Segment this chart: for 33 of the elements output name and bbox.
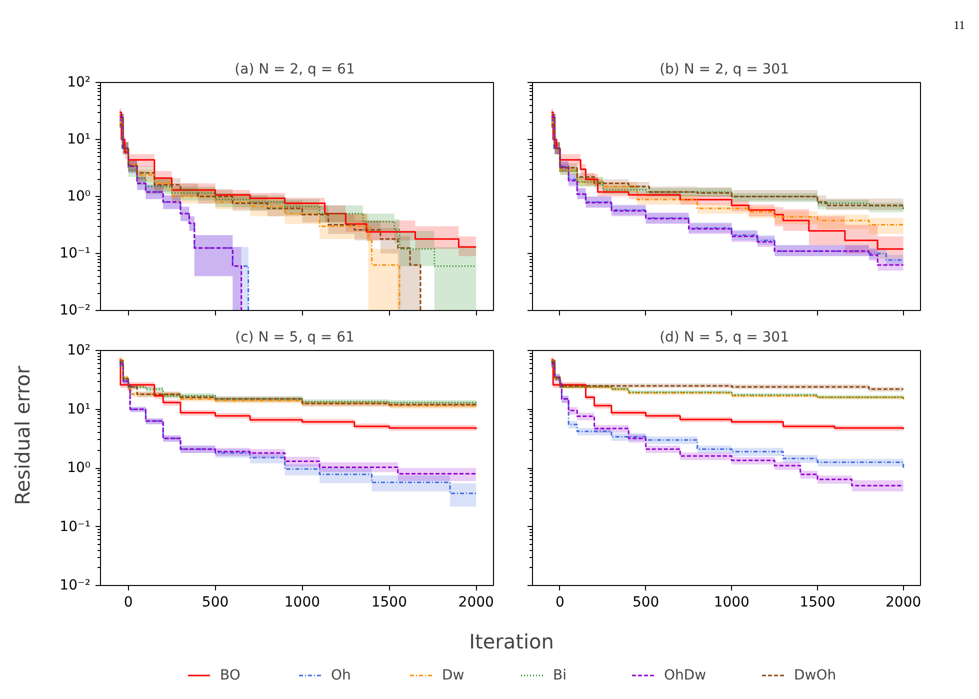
legend-label: Bi (553, 668, 566, 684)
chart-title: (c) N = 5, q = 61 (235, 330, 354, 346)
x-tick-label: 0 (556, 594, 564, 610)
x-tick-label: 1500 (371, 594, 407, 610)
y-tick-label: 10¹ (67, 132, 91, 148)
x-tick-label: 500 (632, 594, 660, 610)
y-tick-label: 10¹ (67, 401, 91, 418)
y-tick-label: 10⁰ (67, 460, 91, 476)
chart-title: (b) N = 2, q = 301 (660, 62, 789, 78)
x-tick-label: 1500 (800, 594, 836, 610)
y-tick-label: 10⁻² (60, 302, 91, 318)
legend-label: OhDw (664, 668, 706, 684)
text: 11 (953, 17, 965, 34)
x-tick-label: 2000 (886, 594, 922, 610)
y-tick-label: 10² (67, 74, 91, 90)
y-tick-label: 10² (67, 342, 91, 358)
legend-label: Dw (442, 668, 464, 684)
x-axis-title: Iteration (469, 630, 554, 654)
legend-label: DwOh (794, 668, 836, 684)
y-tick-label: 10⁰ (67, 188, 91, 204)
y-tick-label: 10⁻² (60, 578, 91, 594)
y-axis-title: Residual error (10, 365, 34, 506)
legend-label: BO (220, 668, 240, 684)
x-tick-label: 1000 (284, 594, 320, 610)
y-tick-label: 10⁻¹ (60, 518, 91, 535)
x-tick-label: 0 (124, 594, 133, 610)
chart-title: (d) N = 5, q = 301 (660, 330, 789, 346)
x-tick-label: 500 (202, 594, 229, 610)
legend-label: Oh (331, 668, 351, 684)
x-tick-label: 2000 (458, 594, 494, 610)
x-tick-label: 1000 (714, 594, 750, 610)
chart-title: (a) N = 2, q = 61 (234, 62, 355, 78)
y-tick-label: 10⁻¹ (60, 246, 91, 262)
